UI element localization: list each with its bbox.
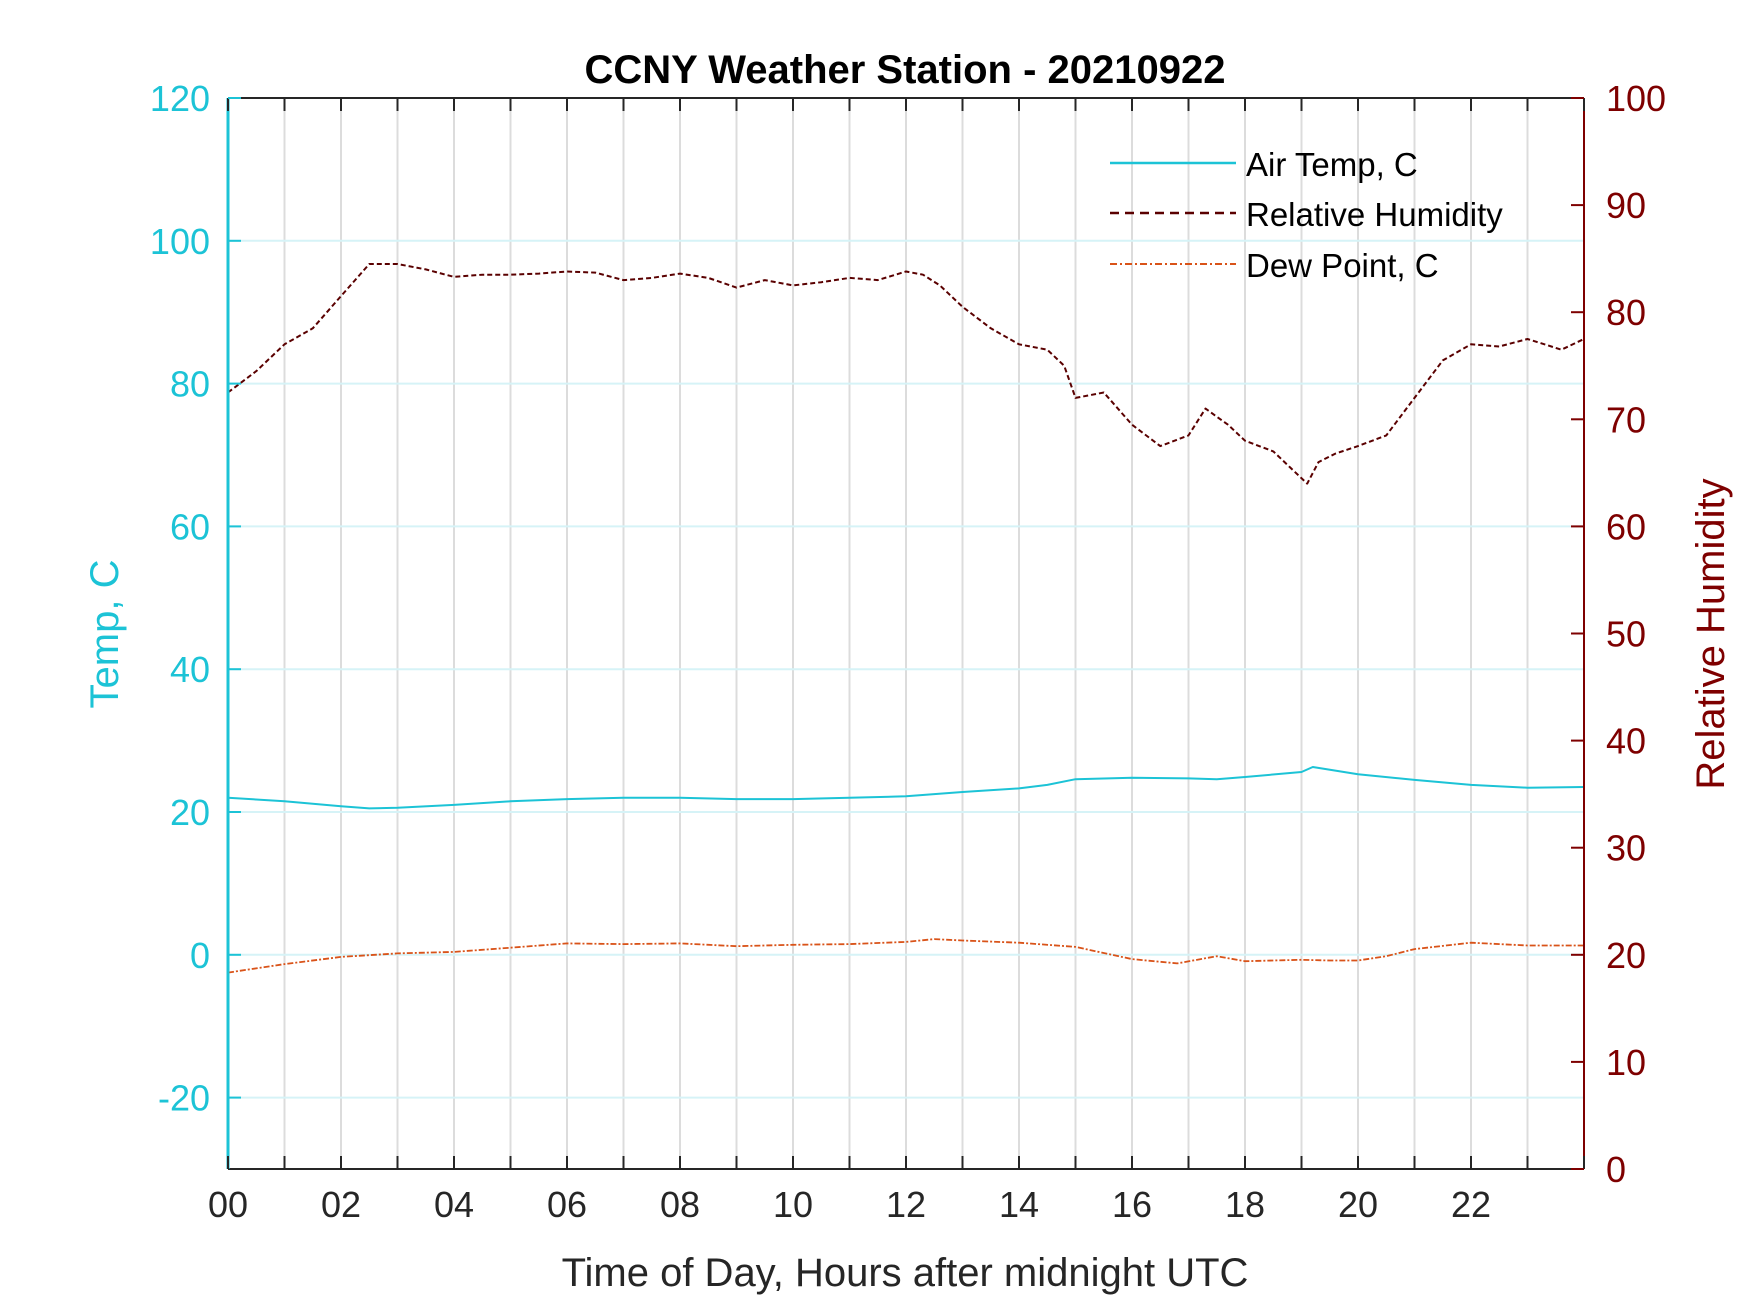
series-dew-point xyxy=(227,938,1584,974)
x-tick-label: 06 xyxy=(547,1184,587,1225)
x-tick-label: 20 xyxy=(1338,1184,1378,1225)
x-tick-label: 18 xyxy=(1225,1184,1265,1225)
series-layer xyxy=(227,263,1585,974)
y-right-tick-label: 40 xyxy=(1606,721,1646,762)
legend: Air Temp, C Relative Humidity Dew Point,… xyxy=(1110,146,1503,284)
y-right-tick-label: 70 xyxy=(1606,399,1646,440)
legend-label-dew-point: Dew Point, C xyxy=(1246,247,1439,284)
y-right-tick-label: 0 xyxy=(1606,1149,1626,1190)
chart-title: CCNY Weather Station - 20210922 xyxy=(585,48,1226,92)
legend-label-humidity: Relative Humidity xyxy=(1246,196,1503,233)
axes xyxy=(226,97,1585,1170)
x-tick-label: 00 xyxy=(208,1184,248,1225)
y-right-tick-label: 80 xyxy=(1606,292,1646,333)
tick-labels: 00 02 04 06 08 10 12 14 16 18 20 22-200204060801001… xyxy=(150,78,1666,1225)
y-right-tick-label: 20 xyxy=(1606,935,1646,976)
y-right-tick-label: 90 xyxy=(1606,185,1646,226)
series-air-temp xyxy=(227,766,1585,810)
y-left-axis-label: Temp, C xyxy=(83,560,127,709)
x-axis-label: Time of Day, Hours after midnight UTC xyxy=(562,1251,1249,1295)
x-tick-label: 14 xyxy=(999,1184,1039,1225)
x-tick-label: 22 xyxy=(1451,1184,1491,1225)
y-right-tick-label: 50 xyxy=(1606,614,1646,655)
y-left-tick-label: 20 xyxy=(170,792,210,833)
grid xyxy=(228,97,1584,1169)
x-tick-label: 12 xyxy=(886,1184,926,1225)
legend-label-air-temp: Air Temp, C xyxy=(1246,146,1418,183)
y-right-tick-label: 30 xyxy=(1606,828,1646,869)
y-right-axis-label: Relative Humidity xyxy=(1689,478,1733,789)
y-left-tick-label: 0 xyxy=(190,935,210,976)
y-left-tick-label: 100 xyxy=(150,221,210,262)
y-right-tick-label: 100 xyxy=(1606,78,1666,119)
y-left-tick-label: 120 xyxy=(150,78,210,119)
y-left-tick-label: 80 xyxy=(170,364,210,405)
y-left-tick-label: -20 xyxy=(158,1078,210,1119)
x-tick-label: 04 xyxy=(434,1184,474,1225)
x-tick-label: 10 xyxy=(773,1184,813,1225)
x-tick-label: 16 xyxy=(1112,1184,1152,1225)
x-tick-label: 02 xyxy=(321,1184,361,1225)
y-left-tick-label: 60 xyxy=(170,506,210,547)
y-right-tick-label: 10 xyxy=(1606,1042,1646,1083)
series-relative-humidity xyxy=(227,263,1585,485)
y-left-tick-label: 40 xyxy=(170,649,210,690)
y-right-tick-label: 60 xyxy=(1606,506,1646,547)
x-tick-label: 08 xyxy=(660,1184,700,1225)
